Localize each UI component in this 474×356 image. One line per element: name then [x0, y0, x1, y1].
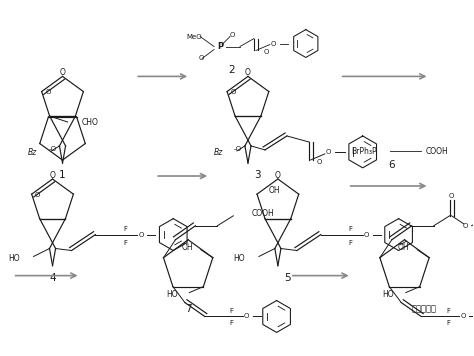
Text: O: O: [326, 149, 331, 155]
Text: HO: HO: [382, 290, 394, 299]
Text: O: O: [463, 223, 468, 229]
Text: 1: 1: [59, 170, 66, 180]
Text: -O: -O: [234, 146, 242, 152]
Text: O: O: [50, 171, 55, 179]
Text: O: O: [60, 68, 65, 77]
Text: O: O: [316, 159, 321, 165]
Text: COOH: COOH: [251, 209, 274, 218]
Text: CHO: CHO: [82, 117, 99, 126]
Text: HO: HO: [233, 254, 245, 263]
Text: BrPh₃P: BrPh₃P: [352, 147, 377, 156]
Text: O: O: [449, 193, 455, 199]
Text: F: F: [446, 308, 450, 314]
Text: F: F: [123, 240, 128, 246]
Text: 4: 4: [49, 273, 56, 283]
Text: F: F: [446, 320, 450, 326]
Text: O: O: [35, 192, 40, 198]
Text: O: O: [364, 231, 369, 237]
Text: O: O: [244, 314, 249, 319]
Text: O: O: [229, 32, 235, 38]
Text: Bz: Bz: [214, 148, 223, 157]
Text: O: O: [199, 56, 204, 62]
Text: -O: -O: [48, 146, 56, 152]
Text: HO: HO: [8, 254, 19, 263]
Text: 6: 6: [388, 160, 395, 170]
Text: 他氟前列素: 他氟前列素: [412, 304, 437, 313]
Text: 5: 5: [284, 273, 291, 283]
Text: OH: OH: [181, 243, 193, 252]
Text: F: F: [349, 240, 353, 246]
Text: OH: OH: [398, 243, 409, 252]
Text: O: O: [46, 89, 51, 95]
Text: 7: 7: [185, 304, 191, 314]
Text: O: O: [460, 314, 466, 319]
Text: HO: HO: [166, 290, 177, 299]
Text: O: O: [245, 68, 251, 77]
Text: 3: 3: [255, 170, 261, 180]
Text: O: O: [275, 171, 281, 179]
Text: O: O: [263, 49, 269, 56]
Text: O: O: [270, 41, 275, 47]
Text: 2: 2: [228, 66, 235, 75]
Text: O: O: [139, 231, 144, 237]
Text: O: O: [230, 89, 236, 95]
Text: P: P: [217, 42, 223, 51]
Text: OH: OH: [269, 186, 281, 195]
Text: Bz: Bz: [28, 148, 37, 157]
Text: F: F: [230, 308, 234, 314]
Text: F: F: [230, 320, 234, 326]
Text: F: F: [123, 226, 128, 232]
Text: F: F: [349, 226, 353, 232]
Text: MeO: MeO: [186, 33, 202, 40]
Text: COOH: COOH: [426, 147, 448, 156]
